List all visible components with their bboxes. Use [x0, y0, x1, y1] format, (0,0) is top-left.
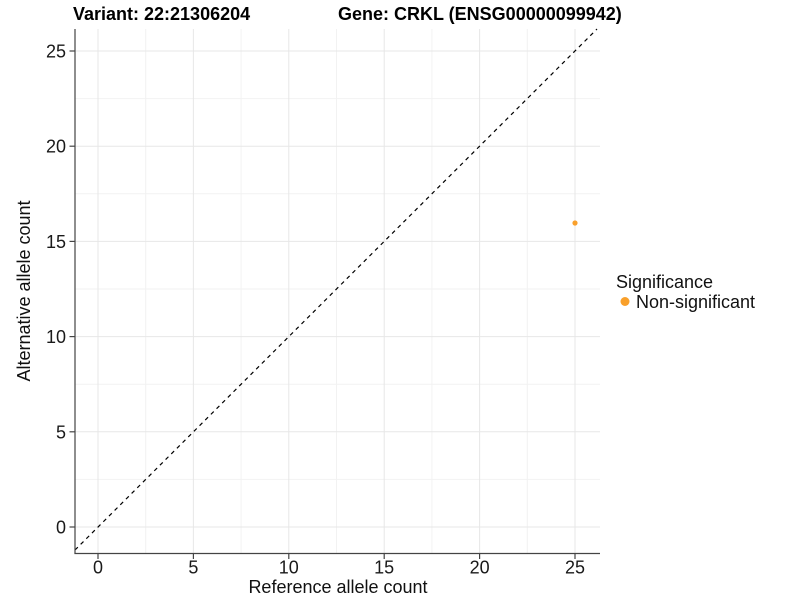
- x-tick-label: 0: [93, 558, 103, 578]
- x-axis-ticks: [97, 553, 576, 559]
- y-tick-label: 5: [56, 422, 66, 442]
- x-tick-label: 10: [279, 558, 299, 578]
- identity-reference-line: [74, 28, 598, 551]
- grid-minor: [75, 29, 600, 554]
- title-variant: Variant: 22:21306204: [73, 4, 250, 24]
- x-tick-label: 5: [188, 558, 198, 578]
- x-tick-label: 15: [374, 558, 394, 578]
- x-axis-title: Reference allele count: [248, 577, 427, 597]
- y-axis-ticks: [69, 50, 75, 528]
- y-tick-label: 0: [56, 518, 66, 538]
- title-gene: Gene: CRKL (ENSG00000099942): [338, 4, 622, 24]
- y-axis-title: Alternative allele count: [14, 200, 34, 381]
- x-tick-label: 20: [470, 558, 490, 578]
- grid-major: [75, 29, 600, 554]
- legend-title: Significance: [616, 272, 713, 292]
- y-tick-label: 25: [46, 42, 66, 62]
- y-tick-label: 15: [46, 232, 66, 252]
- y-tick-label: 20: [46, 137, 66, 157]
- legend-point-swatch: [620, 297, 630, 306]
- y-tick-label: 10: [46, 327, 66, 347]
- legend-item-label: Non-significant: [636, 292, 755, 312]
- x-tick-label: 25: [565, 558, 585, 578]
- data-point: [572, 220, 578, 226]
- legend: Significance Non-significant: [616, 272, 755, 312]
